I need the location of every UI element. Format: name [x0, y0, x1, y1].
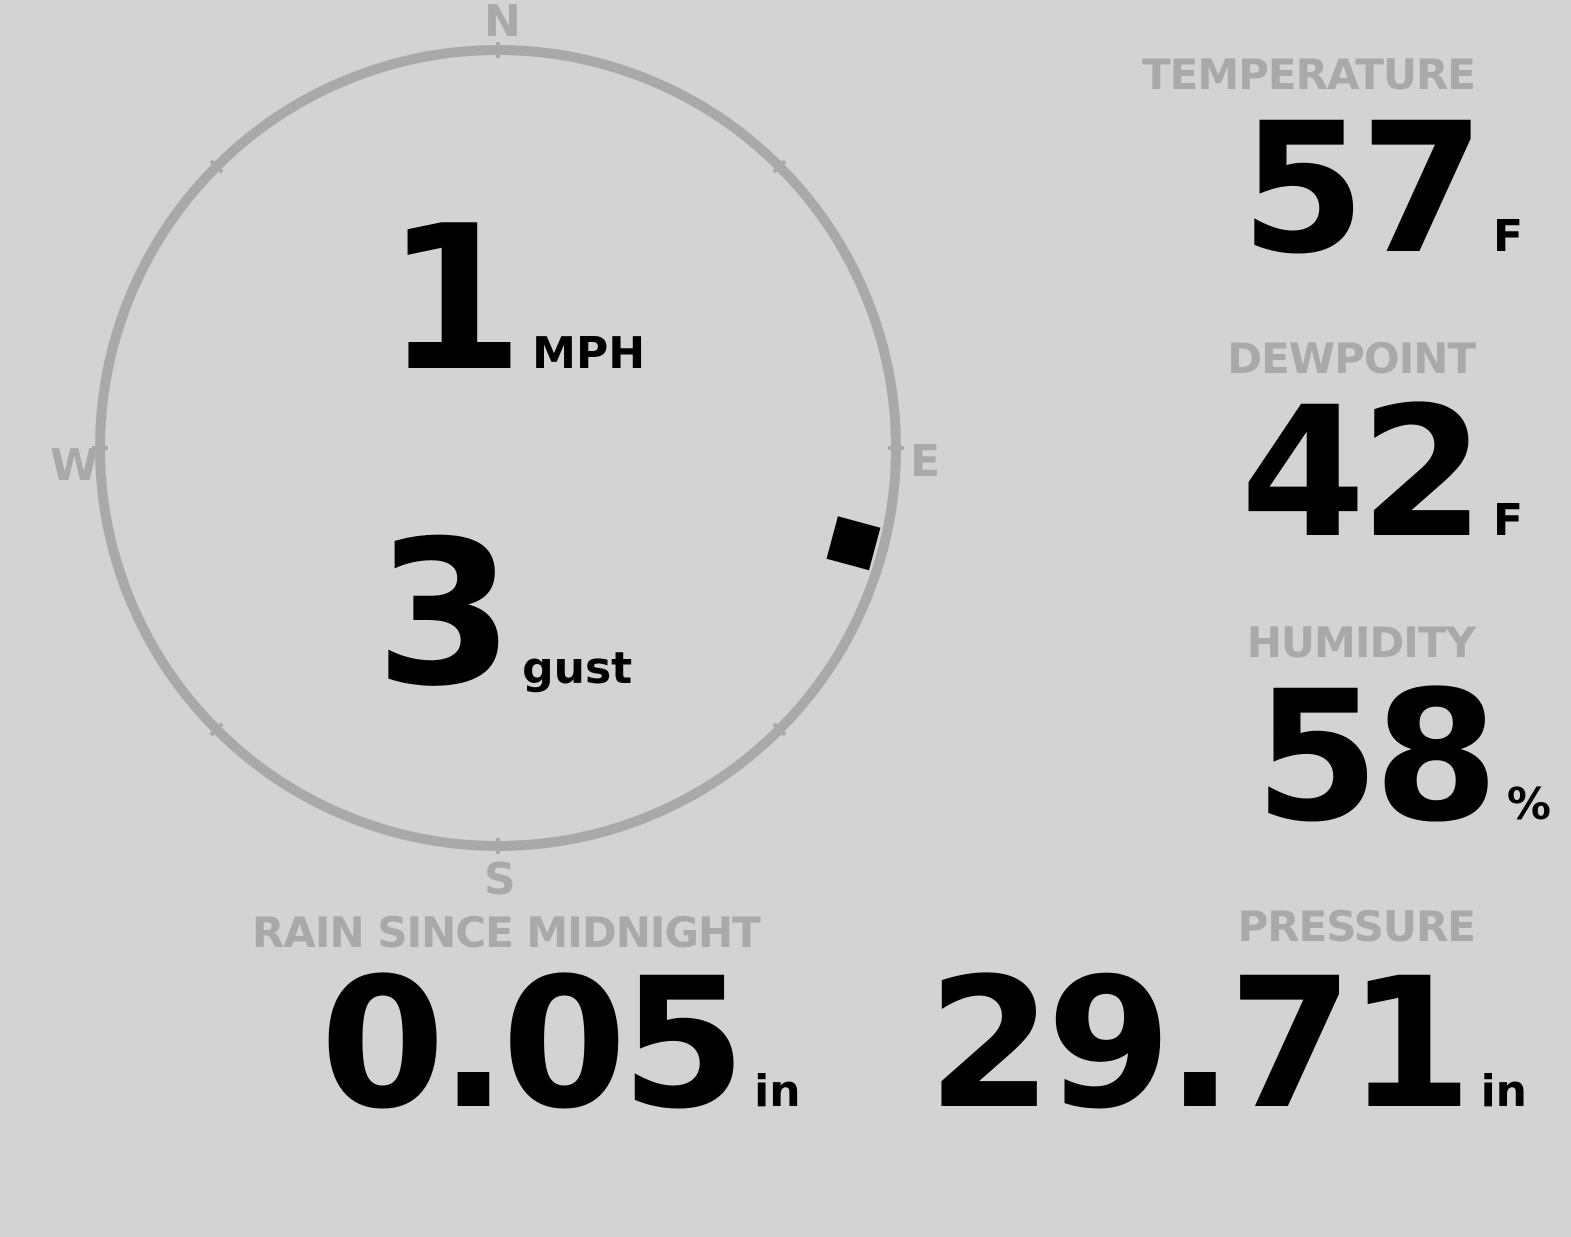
pressure-value: 29.71 — [927, 940, 1472, 1149]
temperature-unit: F — [1492, 211, 1523, 262]
compass-north: N — [484, 0, 521, 47]
wind-gust-unit: gust — [522, 643, 633, 694]
wind-gust-row: 3 gust — [375, 515, 632, 715]
dewpoint-value: 42 — [1240, 369, 1484, 578]
wind-speed-unit: MPH — [532, 328, 646, 379]
temperature-value: 57 — [1240, 85, 1484, 294]
rain-row: 0.05 in — [320, 955, 801, 1135]
humidity-row: 58 % — [1254, 668, 1551, 848]
wind-gust-value: 3 — [375, 498, 514, 731]
compass-tick — [209, 159, 224, 174]
wind-direction-marker — [826, 516, 881, 571]
compass-tick — [772, 722, 787, 737]
humidity-unit: % — [1506, 779, 1551, 830]
humidity-value: 58 — [1254, 653, 1498, 862]
dewpoint-row: 42 F — [1240, 384, 1523, 564]
pressure-row: 29.71 in — [927, 955, 1527, 1135]
compass-east: E — [910, 436, 941, 487]
compass-west: W — [50, 440, 99, 491]
rain-value: 0.05 — [320, 940, 746, 1149]
pressure-unit: in — [1480, 1066, 1527, 1117]
temperature-label: TEMPERATURE — [1142, 50, 1476, 99]
compass-tick — [772, 159, 787, 174]
dewpoint-label: DEWPOINT — [1227, 334, 1476, 383]
dewpoint-unit: F — [1492, 495, 1523, 546]
compass-south: S — [484, 854, 516, 905]
compass-tick — [209, 722, 224, 737]
compass-ring — [92, 42, 904, 854]
rain-unit: in — [754, 1066, 801, 1117]
humidity-label: HUMIDITY — [1246, 618, 1476, 667]
pressure-label: PRESSURE — [1237, 902, 1476, 951]
wind-speed-value: 1 — [385, 183, 524, 416]
temperature-row: 57 F — [1240, 100, 1523, 280]
rain-label: RAIN SINCE MIDNIGHT — [252, 908, 761, 957]
wind-speed-row: 1 MPH — [385, 200, 645, 400]
